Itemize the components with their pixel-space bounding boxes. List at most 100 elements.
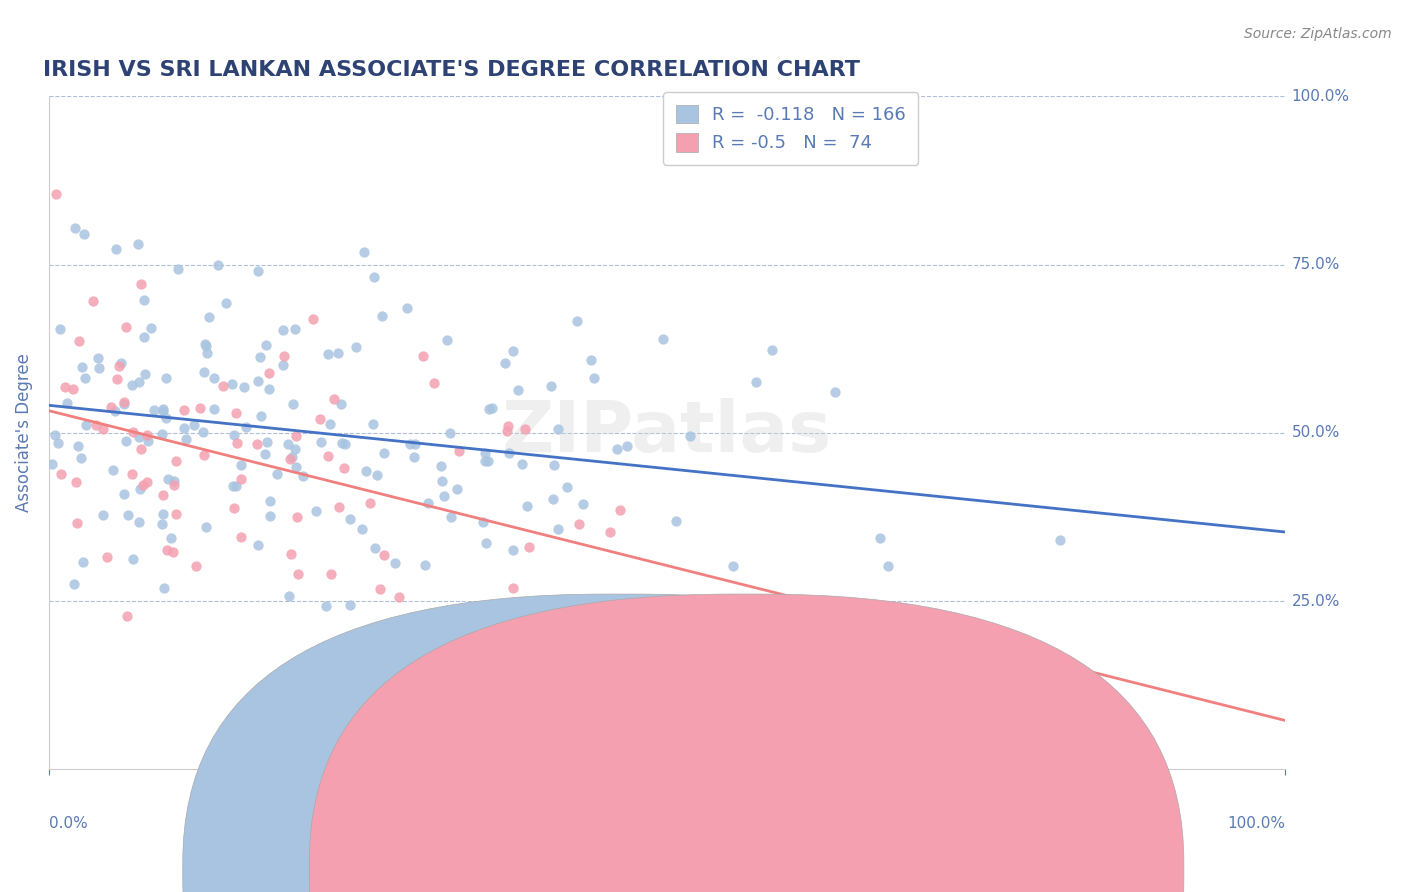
Point xyxy=(152,507,174,521)
Point xyxy=(156,472,179,486)
Point xyxy=(117,608,139,623)
Point xyxy=(142,403,165,417)
Point xyxy=(363,541,385,555)
Point xyxy=(471,516,494,530)
Point xyxy=(329,397,352,411)
Point xyxy=(186,559,208,574)
Point xyxy=(231,530,253,544)
Point xyxy=(91,421,114,435)
Point xyxy=(122,425,145,439)
Point xyxy=(63,221,86,235)
Point xyxy=(136,427,159,442)
Point xyxy=(202,371,225,385)
Point xyxy=(152,402,174,417)
Point xyxy=(134,293,156,307)
Point xyxy=(679,428,702,442)
Point xyxy=(474,445,496,459)
Point xyxy=(82,294,104,309)
Point xyxy=(721,559,744,574)
Point xyxy=(547,522,569,536)
Point xyxy=(315,599,337,613)
Point xyxy=(121,467,143,481)
Point xyxy=(197,346,219,360)
Point xyxy=(610,619,633,633)
Point xyxy=(477,454,499,468)
Point xyxy=(232,380,254,394)
Point xyxy=(412,349,434,363)
Text: 100.0%: 100.0% xyxy=(1227,816,1285,831)
Point xyxy=(226,436,249,450)
Point xyxy=(152,582,174,596)
Point xyxy=(104,404,127,418)
Point xyxy=(70,359,93,374)
Point xyxy=(193,365,215,379)
Point xyxy=(195,339,218,353)
Point xyxy=(582,371,605,385)
Point xyxy=(259,509,281,524)
Point xyxy=(541,491,564,506)
Point xyxy=(356,464,378,478)
Point xyxy=(246,437,269,451)
Point xyxy=(53,380,76,394)
Point xyxy=(510,457,533,471)
Point xyxy=(250,409,273,423)
Point xyxy=(606,442,628,456)
Point xyxy=(1049,533,1071,547)
Point xyxy=(247,374,270,388)
Point xyxy=(371,309,394,323)
Point xyxy=(100,400,122,414)
Point xyxy=(278,451,301,466)
Point xyxy=(150,516,173,531)
Point xyxy=(498,446,520,460)
Point xyxy=(384,557,406,571)
Point xyxy=(128,375,150,389)
Point xyxy=(285,460,308,475)
Point xyxy=(415,558,437,572)
Point xyxy=(49,467,72,481)
Point xyxy=(48,322,70,336)
Point xyxy=(115,320,138,334)
Point xyxy=(271,358,294,372)
Text: Source: ZipAtlas.com: Source: ZipAtlas.com xyxy=(1244,27,1392,41)
Point xyxy=(67,334,90,348)
Point xyxy=(824,384,846,399)
Point xyxy=(517,540,540,554)
Point xyxy=(502,581,524,595)
Point xyxy=(328,500,350,515)
Point xyxy=(254,447,277,461)
Point xyxy=(221,376,243,391)
Point xyxy=(309,435,332,450)
Point xyxy=(128,515,150,529)
Point xyxy=(225,406,247,420)
Point xyxy=(222,500,245,515)
Point xyxy=(284,442,307,456)
Point xyxy=(547,422,569,436)
Point xyxy=(127,236,149,251)
Point xyxy=(388,591,411,605)
Point xyxy=(167,261,190,276)
Text: 25.0%: 25.0% xyxy=(1292,593,1340,608)
Point xyxy=(132,330,155,344)
Point xyxy=(134,367,156,381)
Point xyxy=(107,372,129,386)
Point xyxy=(174,432,197,446)
Y-axis label: Associate's Degree: Associate's Degree xyxy=(15,353,32,512)
Point xyxy=(339,598,361,612)
Point xyxy=(173,402,195,417)
Point xyxy=(330,436,353,450)
Point xyxy=(163,474,186,488)
Point xyxy=(256,435,278,450)
Point xyxy=(207,258,229,272)
Point xyxy=(41,458,63,472)
Point xyxy=(318,347,340,361)
Point xyxy=(235,420,257,434)
Point xyxy=(609,503,631,517)
Point xyxy=(353,244,375,259)
Point xyxy=(73,227,96,241)
Point xyxy=(108,359,131,373)
Point xyxy=(440,510,463,524)
Point xyxy=(568,516,591,531)
Text: 0.0%: 0.0% xyxy=(49,816,87,831)
Point xyxy=(373,446,395,460)
Point xyxy=(319,417,342,431)
